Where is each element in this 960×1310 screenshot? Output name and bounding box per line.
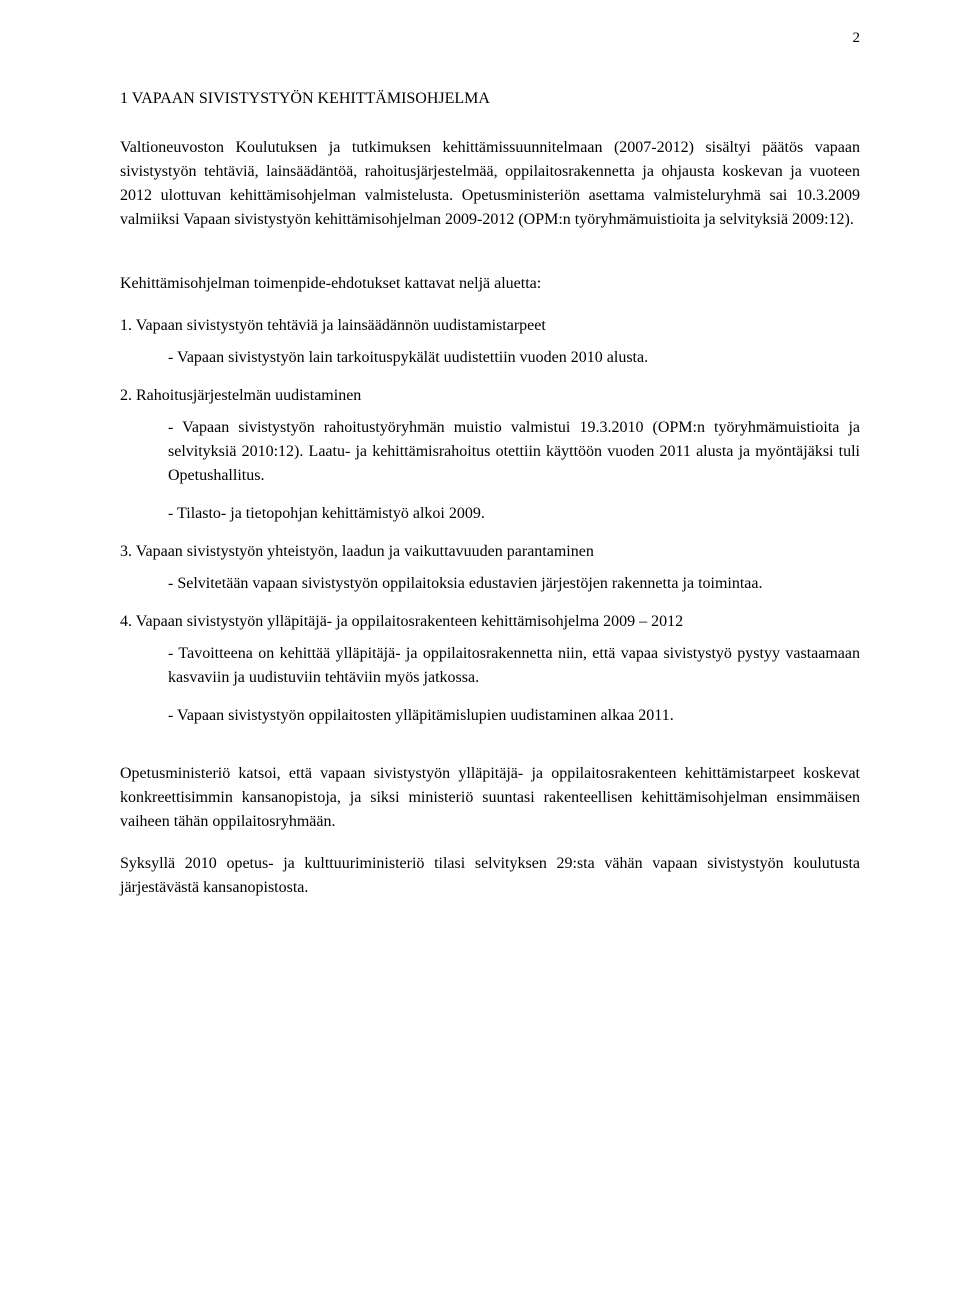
document-page: 2 1 VAPAAN SIVISTYSTYÖN KEHITTÄMISOHJELM… <box>0 0 960 1310</box>
list-item-2-sub-1: - Vapaan sivistystyön rahoitustyöryhmän … <box>168 416 860 488</box>
list-item-2: 2. Rahoitusjärjestelmän uudistaminen <box>120 384 860 408</box>
spacer <box>120 742 860 762</box>
list-item-1-sub-1: - Vapaan sivistystyön lain tarkoituspykä… <box>168 346 860 370</box>
list-item-4-sub-2: - Vapaan sivistystyön oppilaitosten yllä… <box>168 704 860 728</box>
list-item-4-sub-1: - Tavoitteena on kehittää ylläpitäjä- ja… <box>168 642 860 690</box>
paragraph-3: Opetusministeriö katsoi, että vapaan siv… <box>120 762 860 834</box>
page-number: 2 <box>853 30 861 47</box>
list-item-4: 4. Vapaan sivistystyön ylläpitäjä- ja op… <box>120 610 860 634</box>
section-heading: 1 VAPAAN SIVISTYSTYÖN KEHITTÄMISOHJELMA <box>120 90 860 108</box>
list-item-1: 1. Vapaan sivistystyön tehtäviä ja lains… <box>120 314 860 338</box>
list-item-3: 3. Vapaan sivistystyön yhteistyön, laadu… <box>120 540 860 564</box>
paragraph-4: Syksyllä 2010 opetus- ja kulttuuriminist… <box>120 852 860 900</box>
list-item-2-sub-2: - Tilasto- ja tietopohjan kehittämistyö … <box>168 502 860 526</box>
list-item-3-sub-1: - Selvitetään vapaan sivistystyön oppila… <box>168 572 860 596</box>
paragraph-1: Valtioneuvoston Koulutuksen ja tutkimuks… <box>120 136 860 232</box>
paragraph-2: Kehittämisohjelman toimenpide-ehdotukset… <box>120 272 860 296</box>
